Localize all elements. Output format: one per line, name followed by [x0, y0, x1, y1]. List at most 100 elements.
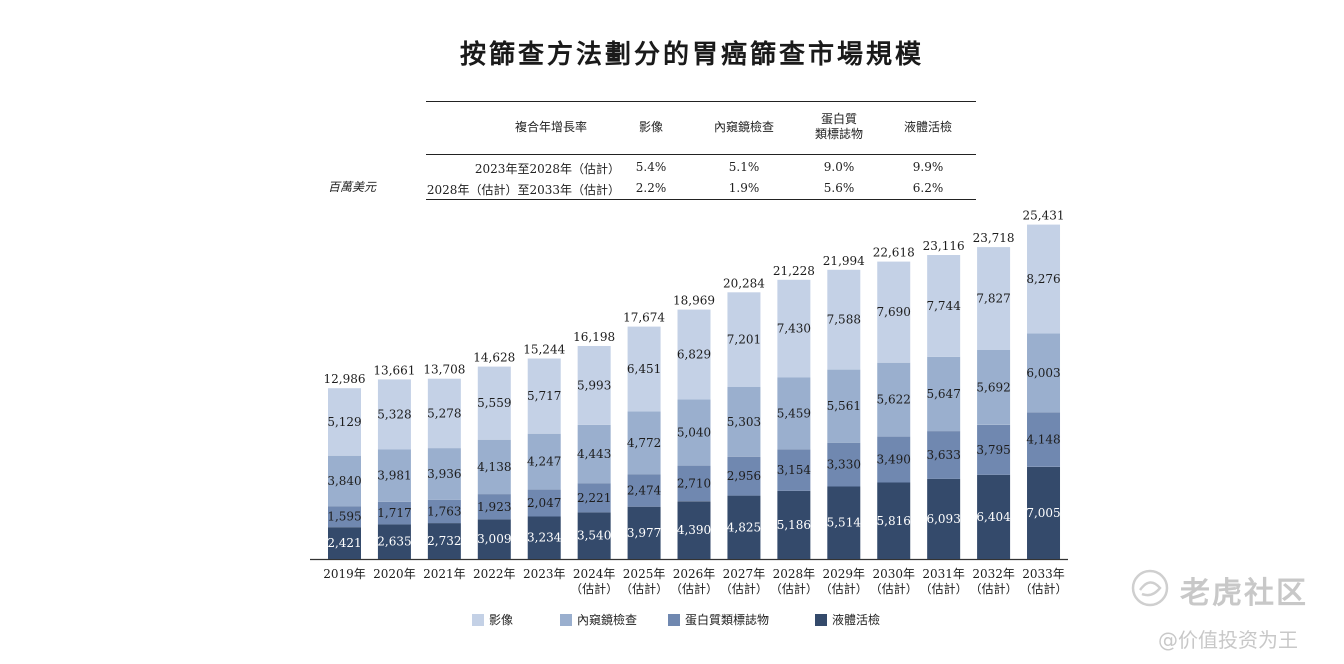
data-label: 3,490 — [877, 453, 911, 467]
total-label: 21,994 — [823, 254, 865, 268]
data-label: 2,221 — [577, 491, 611, 505]
data-label: 4,247 — [527, 455, 561, 469]
bar-segment — [1027, 412, 1061, 467]
x-tick-label: 2027年 — [723, 567, 766, 581]
bar-segment — [627, 506, 661, 559]
legend-label: 影像 — [489, 613, 514, 627]
bar-segment — [627, 411, 661, 475]
table-top-rule — [426, 101, 976, 102]
x-tick-label: 2031年 — [922, 567, 965, 581]
legend-item: 蛋白質類標誌物 — [668, 611, 769, 628]
data-label: 2,732 — [427, 534, 461, 548]
bar-segment — [927, 478, 961, 559]
bar-segment — [527, 433, 561, 490]
total-label: 20,284 — [723, 276, 765, 290]
cagr-value: 5.4% — [635, 160, 667, 174]
bar-segment — [1027, 466, 1061, 559]
bar-segment — [727, 456, 761, 496]
cagr-value: 1.9% — [728, 181, 760, 195]
legend-swatch — [668, 613, 680, 626]
data-label: 4,443 — [577, 447, 611, 461]
data-label: 4,148 — [1026, 433, 1060, 447]
data-label: 3,330 — [827, 458, 861, 472]
bar-segment — [777, 490, 811, 559]
data-label: 6,829 — [677, 348, 711, 362]
legend-swatch — [472, 613, 484, 626]
bar-segment — [677, 501, 711, 559]
x-tick-label: 2024年 — [573, 567, 616, 581]
bar-segment — [427, 499, 461, 524]
x-tick-label: （估計） — [670, 581, 718, 596]
bar-segment — [427, 378, 461, 449]
x-tick-label: （估計） — [820, 581, 868, 596]
data-label: 5,129 — [327, 415, 361, 429]
x-tick-label: 2019年 — [323, 567, 366, 581]
cagr-value: 6.2% — [912, 181, 944, 195]
data-label: 3,936 — [427, 467, 461, 481]
bar-segment — [977, 247, 1011, 350]
bar-segment — [777, 377, 811, 450]
data-label: 3,009 — [477, 532, 511, 546]
bar-segment — [927, 356, 961, 432]
bar-segment — [727, 292, 761, 387]
watermark-logo — [1130, 568, 1170, 608]
bar-segment — [477, 439, 511, 495]
x-tick-label: （估計） — [870, 581, 918, 596]
total-label: 23,718 — [973, 231, 1015, 245]
bar-segment — [627, 326, 661, 412]
total-label: 13,661 — [373, 363, 415, 377]
bar-segment — [777, 449, 811, 491]
data-label: 2,474 — [627, 483, 662, 497]
cagr-table: 複合年增長率 影像 內窺鏡檢查 蛋白質 類標誌物 液體活檢 2023年至2028… — [426, 101, 976, 201]
data-label: 5,561 — [827, 399, 861, 413]
legend: 影像 內窺鏡檢查 蛋白質類標誌物 液體活檢 — [0, 611, 1344, 631]
data-label: 6,093 — [926, 512, 960, 526]
data-label: 5,328 — [377, 407, 411, 421]
data-label: 7,201 — [727, 333, 761, 347]
legend-item: 影像 — [472, 611, 513, 628]
watermark-user: @价值投资为王 — [1158, 628, 1298, 652]
bar-segment — [977, 474, 1011, 559]
bar-segment — [927, 255, 961, 357]
x-tick-label: （估計） — [720, 581, 768, 596]
bar-segment — [677, 465, 711, 502]
bar-segment — [827, 486, 861, 559]
x-tick-label: （估計） — [570, 581, 618, 596]
data-label: 5,692 — [976, 381, 1010, 395]
data-label: 2,956 — [727, 469, 761, 483]
data-label: 5,459 — [777, 406, 811, 420]
data-label: 3,154 — [777, 463, 812, 477]
watermark-brand: 老虎社区 — [1180, 576, 1308, 611]
total-label: 15,244 — [523, 343, 565, 357]
data-label: 5,514 — [827, 516, 862, 530]
data-label: 6,404 — [976, 510, 1011, 524]
total-label: 16,198 — [573, 330, 615, 344]
bar-segment — [328, 388, 361, 456]
bar-segment — [577, 483, 611, 513]
cagr-col-header: 液體活檢 — [903, 119, 952, 134]
data-label: 7,827 — [976, 292, 1010, 306]
data-label: 5,993 — [577, 378, 611, 392]
data-label: 4,825 — [727, 520, 761, 534]
total-label: 14,628 — [473, 351, 515, 365]
x-tick-label: 2020年 — [373, 567, 416, 581]
data-label: 3,633 — [926, 448, 960, 462]
bar-segment — [827, 269, 861, 370]
data-label: 5,647 — [926, 387, 960, 401]
total-label: 25,431 — [1023, 209, 1065, 223]
bar-segment — [827, 442, 861, 487]
bar-segment — [377, 449, 411, 502]
total-label: 17,674 — [623, 311, 665, 325]
bar-segment — [727, 386, 761, 457]
data-label: 3,234 — [527, 531, 562, 545]
bar-segment — [777, 279, 811, 378]
x-tick-label: 2030年 — [872, 567, 915, 581]
data-label: 5,622 — [877, 393, 911, 407]
x-tick-label: （估計） — [1020, 581, 1068, 596]
x-tick-label: 2033年 — [1022, 567, 1065, 581]
bar-segment — [477, 494, 511, 520]
total-label: 22,618 — [873, 246, 915, 260]
x-tick-label: 2028年 — [773, 567, 816, 581]
cagr-value: 2.2% — [635, 181, 667, 195]
data-label: 4,772 — [627, 436, 661, 450]
